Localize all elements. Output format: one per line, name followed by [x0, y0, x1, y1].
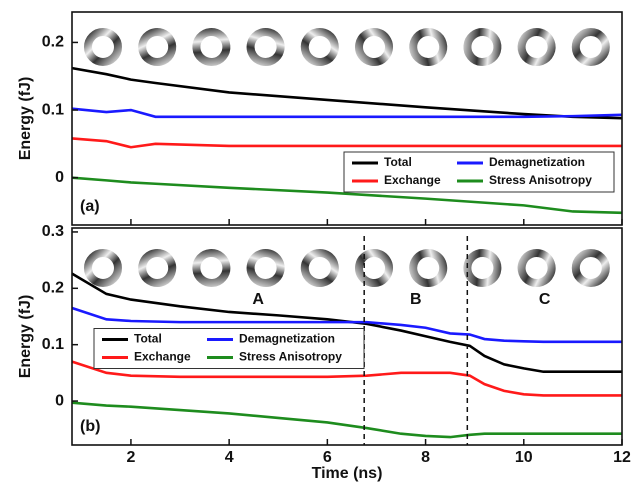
ring-icon [354, 249, 393, 287]
ring-icon [138, 249, 177, 287]
legend-label: Demagnetization [489, 155, 585, 169]
region-label: B [410, 291, 422, 308]
legend-box [343, 151, 615, 193]
y-tick-label: 0.2 [42, 280, 64, 297]
x-tick-label: 4 [225, 449, 234, 466]
x-axis-label: Time (ns) [312, 465, 383, 482]
series-line [71, 137, 622, 149]
legend-box [93, 328, 365, 369]
ring-icon [192, 28, 231, 66]
legend-label: Total [384, 155, 412, 169]
legend-label: Demagnetization [239, 332, 335, 346]
y-tick-label: 0.2 [42, 34, 64, 51]
ring-icon [463, 249, 502, 287]
plot-frame [71, 227, 623, 446]
ring-icon [246, 28, 285, 66]
ring-icon [246, 249, 285, 287]
ring-icon [84, 28, 122, 66]
y-axis-label: Energy (fJ) [17, 295, 34, 379]
series-line [71, 107, 623, 119]
y-tick-label: 0.1 [42, 336, 64, 353]
series-line [71, 66, 623, 120]
series-line [71, 360, 622, 397]
ring-icon [517, 249, 556, 287]
x-tick-label: 10 [515, 449, 533, 466]
x-tick-label: 8 [421, 449, 430, 466]
ring-icon [409, 28, 448, 66]
ring-icon [138, 28, 177, 66]
ring-icon [409, 249, 448, 287]
ring-icon [355, 28, 393, 66]
x-tick-label: 12 [613, 449, 631, 466]
ring-icon [300, 249, 339, 287]
plot-frame [71, 11, 623, 226]
series-line [71, 176, 623, 215]
region-label: C [539, 291, 551, 308]
panel-label: (a) [80, 198, 100, 215]
x-tick-label: 6 [323, 449, 332, 466]
series-line [71, 272, 622, 374]
y-axis-label: Energy (fJ) [17, 77, 34, 161]
legend-label: Stress Anisotropy [489, 173, 592, 187]
ring-icon [300, 28, 339, 66]
ring-icon [463, 28, 502, 66]
ring-icon [517, 28, 556, 66]
ring-icon [571, 28, 610, 66]
y-tick-label: 0.3 [42, 223, 64, 240]
y-tick-label: 0 [55, 392, 64, 409]
series-line [71, 401, 622, 439]
ring-icon [84, 249, 122, 287]
legend-label: Total [134, 332, 162, 346]
panel-label: (b) [80, 418, 100, 435]
legend-label: Stress Anisotropy [239, 350, 342, 364]
x-tick-label: 2 [126, 449, 135, 466]
region-label: A [252, 291, 264, 308]
y-tick-label: 0 [55, 169, 64, 186]
legend-label: Exchange [134, 350, 191, 364]
ring-icon [192, 249, 231, 287]
y-tick-label: 0.1 [42, 101, 64, 118]
legend-label: Exchange [384, 173, 441, 187]
ring-icon [571, 249, 610, 287]
series-line [71, 306, 622, 344]
